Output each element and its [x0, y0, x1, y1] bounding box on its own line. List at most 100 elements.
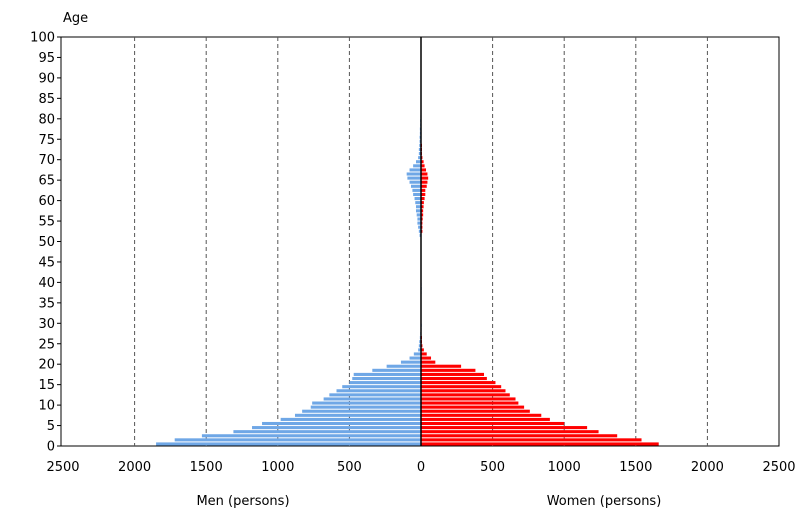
men-bar — [419, 340, 421, 344]
women-bar — [421, 352, 427, 356]
women-bar — [421, 389, 506, 393]
women-bar — [421, 356, 432, 360]
women-bar — [421, 409, 530, 413]
men-bar — [418, 147, 421, 152]
y-tick-label: 95 — [38, 51, 55, 66]
y-tick-label: 10 — [38, 399, 55, 414]
men-bar — [406, 172, 421, 176]
women-bar — [421, 426, 588, 430]
women-bar — [421, 201, 424, 205]
men-bar — [201, 434, 421, 438]
men-bar — [342, 385, 421, 389]
men-bar — [349, 381, 421, 385]
men-bar — [413, 352, 421, 356]
women-bar — [421, 180, 428, 184]
men-bar — [409, 356, 421, 360]
women-bar — [421, 360, 436, 364]
women-bar — [421, 421, 565, 426]
women-bar — [421, 192, 426, 197]
women-bar — [421, 381, 496, 385]
women-bar — [421, 205, 424, 209]
y-tick-labels: 0 5 10 15 20 25 30 35 40 45 50 55 60 65 70 75 80 85 90 95 10… — [30, 31, 61, 455]
x-tick-labels: 2500 2000 1500 1000 500 0 500 1000 1500 2000 2500 — [46, 460, 795, 475]
bars — [156, 115, 659, 446]
women-bar — [421, 442, 659, 446]
x-tick-label-men: 0 — [417, 460, 425, 475]
y-tick-label: 45 — [38, 255, 55, 270]
women-bar — [421, 401, 519, 405]
x-tick-label-men: 1500 — [190, 460, 223, 475]
men-bar — [414, 197, 421, 201]
women-bar — [421, 209, 424, 213]
y-tick-label: 35 — [38, 296, 55, 311]
women-bar — [421, 197, 425, 201]
men-bar — [415, 201, 421, 205]
men-bar — [415, 209, 421, 213]
x-tick-label-men: 2500 — [46, 460, 79, 475]
women-bar — [421, 397, 516, 401]
men-bar — [302, 409, 421, 413]
x-tick-label-men: 1000 — [261, 460, 294, 475]
y-tick-label: 5 — [47, 419, 55, 434]
x-axis-label-women: Women (persons) — [547, 494, 662, 509]
women-bar — [421, 405, 525, 409]
men-bar — [329, 393, 421, 397]
men-bar — [280, 417, 421, 421]
men-bar — [409, 168, 421, 172]
women-bar — [421, 176, 429, 180]
men-bar — [412, 188, 421, 192]
men-bar — [353, 372, 421, 376]
women-bar — [421, 160, 424, 164]
y-tick-label: 80 — [38, 112, 55, 127]
y-tick-label: 30 — [38, 317, 55, 332]
men-bar — [407, 176, 421, 180]
x-tick-label-women: 500 — [480, 460, 505, 475]
men-bar — [413, 164, 421, 168]
men-bar — [400, 360, 421, 364]
women-bar — [421, 434, 618, 438]
men-bar — [419, 143, 421, 147]
men-bar — [418, 152, 421, 156]
x-tick-label-women: 2000 — [691, 460, 724, 475]
women-bar — [421, 217, 423, 221]
women-bar — [421, 438, 642, 442]
y-tick-label: 65 — [38, 174, 55, 189]
women-bar — [421, 376, 487, 381]
men-bar — [409, 180, 421, 184]
women-bar — [421, 385, 502, 389]
y-tick-label: 20 — [38, 358, 55, 373]
y-tick-label: 50 — [38, 235, 55, 250]
y-tick-label: 55 — [38, 215, 55, 230]
women-bar — [421, 188, 426, 192]
women-bar — [421, 184, 427, 188]
men-bar — [386, 364, 421, 368]
men-bar — [417, 217, 421, 221]
y-tick-label: 90 — [38, 71, 55, 86]
y-tick-label: 85 — [38, 92, 55, 107]
men-bar — [310, 405, 421, 409]
women-bar — [421, 417, 550, 421]
women-bar — [421, 172, 428, 176]
men-bar — [233, 430, 421, 434]
x-tick-label-women: 1000 — [548, 460, 581, 475]
men-bar — [418, 344, 421, 348]
women-bar — [421, 348, 424, 352]
men-bar — [415, 160, 421, 164]
x-tick-label-women: 1500 — [619, 460, 652, 475]
y-axis-title: Age — [63, 11, 88, 26]
men-bar — [174, 438, 421, 442]
men-bar — [413, 192, 421, 197]
x-tick-label-women: 2500 — [762, 460, 795, 475]
men-bar — [312, 401, 421, 405]
women-bar — [421, 430, 599, 434]
y-tick-label: 0 — [47, 440, 55, 455]
y-tick-label: 75 — [38, 133, 55, 148]
y-tick-label: 15 — [38, 378, 55, 393]
y-tick-label: 40 — [38, 276, 55, 291]
men-bar — [418, 225, 421, 229]
men-bar — [410, 184, 421, 188]
men-bar — [372, 368, 421, 372]
women-bar — [421, 393, 510, 397]
women-bar — [421, 368, 476, 372]
men-bar — [415, 205, 421, 209]
